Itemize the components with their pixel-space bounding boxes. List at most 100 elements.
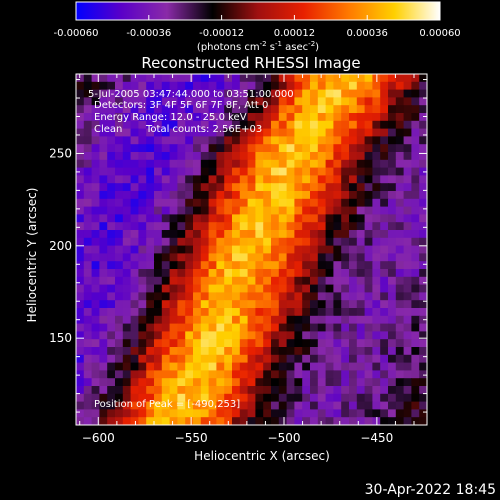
heatmap-cell [232, 300, 241, 309]
heatmap-cell [271, 300, 280, 309]
heatmap-cell [271, 230, 280, 239]
heatmap-cell [216, 417, 225, 425]
heatmap-cell [193, 128, 202, 137]
heatmap-cell [146, 315, 155, 325]
heatmap-cell [294, 292, 303, 301]
heatmap-cell [364, 253, 373, 262]
heatmap-cell [200, 386, 210, 395]
heatmap-cell [115, 362, 124, 371]
heatmap-cell [115, 206, 124, 215]
heatmap-cell [364, 81, 373, 91]
heatmap-cell [216, 253, 225, 262]
heatmap-cell [310, 214, 319, 223]
heatmap-cell [161, 128, 171, 137]
heatmap-cell [372, 183, 381, 192]
heatmap-cell [302, 167, 311, 176]
heatmap-cell [91, 245, 100, 254]
heatmap-cell [286, 261, 295, 270]
heatmap-cell [310, 386, 319, 395]
heatmap-cell [138, 136, 147, 145]
heatmap-cell [224, 409, 233, 418]
heatmap-cell [146, 253, 155, 262]
heatmap-cell [91, 237, 100, 247]
heatmap-cell [419, 292, 427, 301]
heatmap-cell [388, 222, 397, 231]
heatmap-cell [403, 362, 412, 371]
heatmap-cell [115, 214, 124, 223]
heatmap-cell [302, 136, 311, 145]
heatmap-cell [154, 245, 163, 254]
heatmap-cell [255, 105, 264, 114]
heatmap-cell [356, 175, 366, 184]
heatmap-cell [317, 74, 327, 83]
heatmap-cell [403, 292, 412, 301]
heatmap-cell [310, 97, 319, 106]
heatmap-cell [419, 354, 427, 364]
heatmap-cell [138, 300, 147, 309]
heatmap-cell [185, 276, 194, 286]
heatmap-cell [76, 331, 85, 340]
heatmap-cell [239, 315, 249, 325]
heatmap-cell [130, 183, 139, 192]
heatmap-cell [411, 167, 420, 176]
heatmap-cell [169, 269, 178, 278]
heatmap-cell [302, 261, 311, 270]
heatmap-cell [115, 292, 124, 301]
heatmap-cell [83, 378, 93, 387]
heatmap-cell [388, 159, 397, 169]
heatmap-cell [411, 370, 420, 379]
heatmap-cell [107, 198, 116, 208]
heatmap-cell [99, 261, 108, 270]
heatmap-cell [169, 120, 178, 130]
heatmap-cell [232, 347, 241, 356]
heatmap-cell [83, 105, 93, 114]
colorbar-tick-label: -0.00036 [126, 28, 171, 39]
heatmap-cell [349, 81, 358, 91]
heatmap-cell [169, 175, 178, 184]
heatmap-cell [333, 245, 342, 254]
heatmap-cell [286, 386, 295, 395]
heatmap-cell [200, 136, 210, 145]
heatmap-cell [232, 152, 241, 161]
heatmap-cell [310, 198, 319, 208]
heatmap-cell [364, 386, 373, 395]
heatmap-cell [310, 237, 319, 247]
heatmap-cell [138, 370, 147, 379]
heatmap-cell [388, 136, 397, 145]
heatmap-cell [232, 362, 241, 371]
heatmap-cell [263, 292, 272, 301]
heatmap-cell [232, 105, 241, 114]
heatmap-cell [107, 120, 116, 130]
heatmap-cell [302, 378, 311, 387]
heatmap-cell [349, 323, 358, 332]
heatmap-cell [325, 191, 334, 200]
heatmap-cell [91, 105, 100, 114]
heatmap-cell [395, 284, 405, 293]
heatmap-cell [302, 230, 311, 239]
heatmap-cell [76, 323, 85, 332]
heatmap-cell [403, 191, 412, 200]
heatmap-cell [349, 74, 358, 83]
heatmap-cell [333, 198, 342, 208]
heatmap-cell [255, 214, 264, 223]
heatmap-cell [255, 159, 264, 169]
heatmap-cell [278, 206, 288, 215]
heatmap-cell [138, 331, 147, 340]
heatmap-cell [185, 191, 194, 200]
heatmap-cell [154, 276, 163, 286]
heatmap-cell [130, 417, 139, 425]
heatmap-cell [364, 331, 373, 340]
heatmap-cell [154, 230, 163, 239]
heatmap-cell [278, 167, 288, 176]
heatmap-cell [107, 386, 116, 395]
heatmap-cell [310, 253, 319, 262]
heatmap-cell [372, 120, 381, 130]
heatmap-cell [278, 120, 288, 130]
heatmap-cell [395, 370, 405, 379]
heatmap-cell [200, 276, 210, 286]
heatmap-cell [325, 339, 334, 348]
heatmap-cell [333, 292, 342, 301]
heatmap-cell [193, 230, 202, 239]
heatmap-cell [380, 230, 389, 239]
heatmap-cell [271, 167, 280, 176]
